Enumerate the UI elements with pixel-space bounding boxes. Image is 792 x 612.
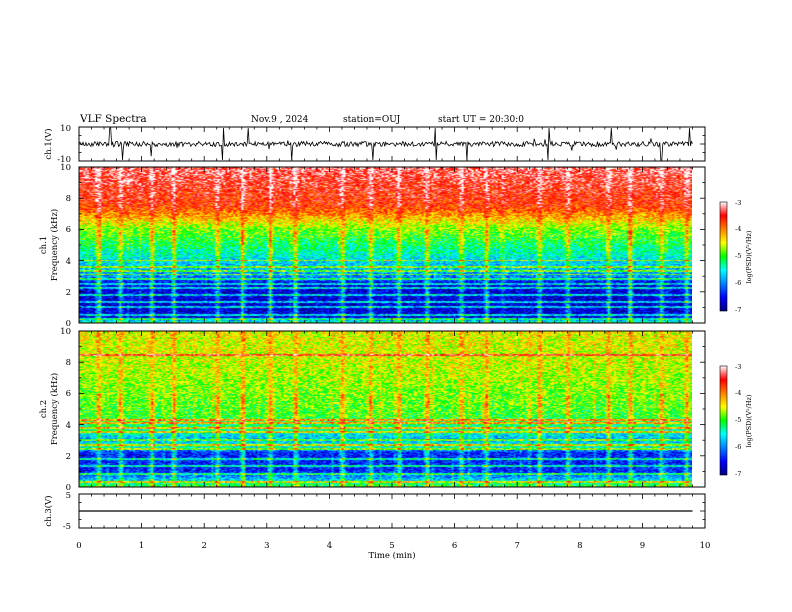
ch1-freq-tick: 6 [66,225,71,235]
time-tick: 10 [700,541,711,551]
ch1-freq-tick: 8 [66,194,71,204]
ch1-channel-label: ch.1 [39,236,49,254]
ch3-ytick-top: 5 [66,491,71,501]
ch2-freq-tick: 8 [66,358,71,368]
ch3-waveform-panel: 5 -5 ch.3(V) [43,491,706,532]
ch1-ytick-top: 10 [60,124,71,134]
ch2-colorbar-tick: -3 [735,363,741,371]
ch1-spec-yticks: 0 2 4 6 8 10 [60,163,71,329]
ch2-channel-label: ch.2 [39,400,49,418]
time-tick: 9 [640,541,645,551]
ch1-colorbar-scale [719,201,728,312]
ch1-waveform-panel: 10 -10 ch.1(V) [43,124,706,165]
time-tick: 3 [264,541,269,551]
ch1-freq-label: Frequency (kHz) [49,209,60,281]
ch2-spectrogram-panel: 0 2 4 6 8 10 ch.2 Frequency (kHz) [39,327,706,493]
ch2-freq-tick: 4 [66,421,71,431]
ch1-freq-tick: 10 [60,163,71,173]
ch2-colorbar-tick: -5 [735,416,741,424]
date-label: Nov.9 , 2024 [251,115,309,125]
ch2-colorbar-tick: -6 [735,443,741,451]
ch1-colorbar-tick: -5 [735,252,741,260]
time-tick: 7 [514,541,519,551]
axis-tick-marks [78,126,706,529]
ch1-colorbar: -3 -4 -5 -6 -7 log(PSD)(V²/Hz) [719,199,753,314]
ch1-spectrogram-panel: 0 2 4 6 8 10 ch.1 Frequency (kHz) [39,163,706,329]
ch2-colorbar-tick: -4 [735,389,741,397]
time-tick: 4 [327,541,332,551]
ch1-spectrogram-image [79,167,692,323]
ch2-spectrogram-image [79,331,692,487]
ch2-freq-label: Frequency (kHz) [49,373,60,445]
ch2-freq-tick: 6 [66,389,71,399]
ch2-freq-tick: 0 [66,483,71,493]
time-axis-label: Time (min) [368,550,415,561]
time-axis: 0 1 2 3 4 5 6 7 8 9 10 Time (min) [76,541,710,561]
time-tick: 5 [389,541,394,551]
ch2-colorbar-scale [719,365,728,476]
ch2-colorbar-tick: -7 [735,470,741,478]
station-label: station=OUJ [343,115,401,125]
ch2-colorbar-label: log(PSD)(V²/Hz) [745,394,753,447]
time-tick: 1 [139,541,144,551]
ch3-ytick-bottom: -5 [63,522,71,532]
ch2-spec-yticks: 0 2 4 6 8 10 [60,327,71,493]
ch2-freq-tick: 2 [66,452,71,462]
start-time-label: start UT = 20:30:0 [438,115,524,125]
ch1-colorbar-tick: -7 [735,306,741,314]
time-tick: 6 [452,541,457,551]
ch1-colorbar-tick: -6 [735,279,741,287]
ch1-trace [78,127,693,161]
ch1-ylabel: ch.1(V) [43,128,54,159]
ch1-colorbar-tick: -4 [735,225,741,233]
ch1-colorbar-label: log(PSD)(V²/Hz) [745,230,753,283]
ch3-ylabel: ch.3(V) [43,495,54,526]
ch1-ytick-bottom: -10 [57,155,71,165]
ch2-freq-tick: 10 [60,327,71,337]
ch1-freq-tick: 2 [66,288,71,298]
time-tick: 0 [76,541,81,551]
ch1-freq-tick: 0 [66,319,71,329]
time-tick: 8 [577,541,582,551]
ch1-freq-tick: 4 [66,257,71,267]
figure-title: VLF Spectra [79,113,147,125]
time-tick: 2 [201,541,206,551]
ch2-colorbar: -3 -4 -5 -6 -7 log(PSD)(V²/Hz) [719,363,753,478]
ch1-colorbar-tick: -3 [735,199,741,207]
